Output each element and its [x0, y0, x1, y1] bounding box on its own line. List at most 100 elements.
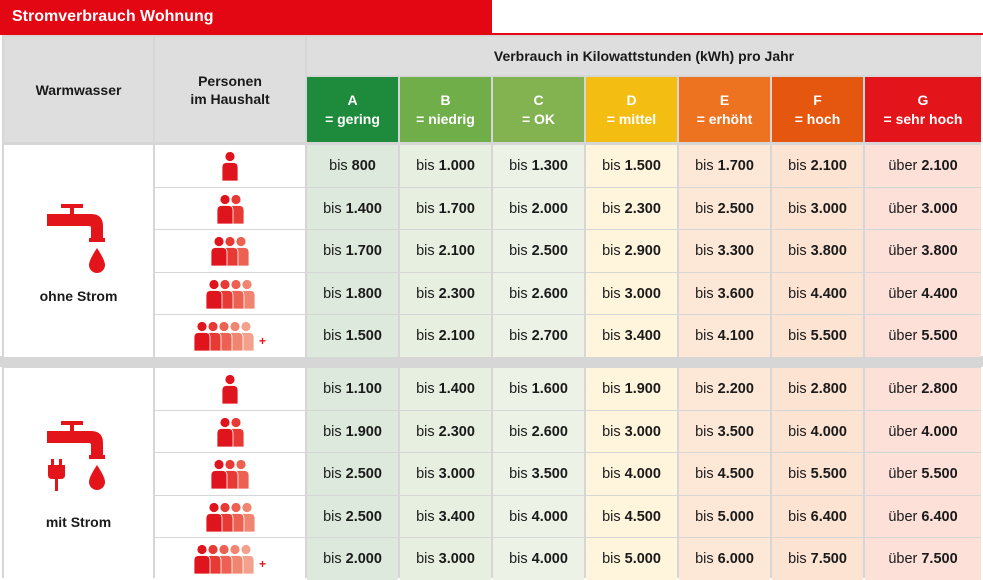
person-body: [205, 512, 222, 532]
person-head: [241, 544, 251, 555]
category-letter: F: [813, 91, 822, 108]
value-cell: über 2.800: [865, 368, 981, 410]
person-head: [230, 502, 241, 512]
value-cell: bis 3.500: [493, 453, 584, 495]
value-prefix: bis: [509, 508, 528, 525]
value-prefix: bis: [602, 466, 621, 482]
person-head: [197, 321, 207, 332]
group-label: ohne Strom: [39, 288, 118, 304]
value-prefix: bis: [323, 200, 342, 217]
value-number: 3.000: [624, 423, 661, 440]
category-letter: B: [440, 91, 451, 108]
value-cell: über 3.800: [865, 230, 981, 272]
value-prefix: über: [888, 551, 918, 567]
value-prefix: bis: [323, 551, 342, 567]
value-cell: bis 4.500: [586, 496, 677, 537]
value-prefix: bis: [788, 243, 807, 259]
person-body: [205, 289, 222, 309]
value-prefix: bis: [788, 508, 807, 525]
category-g: G = sehr hoch: [865, 77, 981, 142]
value-prefix: bis: [509, 381, 528, 397]
value-cell: bis 2.000: [493, 188, 584, 229]
person-figure: [221, 374, 239, 404]
title-bar: Stromverbrauch Wohnung: [0, 0, 492, 35]
value-number: 3.000: [921, 200, 958, 217]
value-prefix: bis: [416, 200, 435, 217]
persons-icon: [221, 151, 239, 181]
value-prefix: bis: [695, 551, 714, 567]
value-prefix: bis: [323, 285, 342, 302]
person-head: [219, 502, 230, 512]
person-figure: [216, 194, 233, 224]
persons-icon: [193, 544, 255, 574]
value-cell: über 2.100: [865, 145, 981, 187]
value-prefix: bis: [323, 423, 342, 440]
value-number: 2.600: [531, 423, 568, 440]
value-cell: bis 6.000: [679, 538, 770, 580]
value-number: 6.000: [717, 551, 754, 567]
value-cell: bis 7.500: [772, 538, 863, 580]
value-cell: bis 1.800: [307, 273, 398, 314]
person-body: [210, 470, 228, 489]
value-cell: bis 3.000: [400, 538, 491, 580]
person-figure: [193, 321, 211, 351]
value-number: 1.000: [438, 158, 475, 174]
category-letter: G: [917, 91, 929, 108]
person-head: [230, 417, 241, 427]
value-prefix: über: [888, 285, 918, 302]
value-prefix: bis: [695, 158, 714, 174]
value-number: 2.300: [438, 285, 475, 302]
value-cell: über 4.000: [865, 411, 981, 452]
value-cell: bis 4.000: [772, 411, 863, 452]
value-cell: bis 2.900: [586, 230, 677, 272]
value-number: 1.100: [345, 381, 382, 397]
value-prefix: bis: [509, 423, 528, 440]
value-cell: bis 1.000: [400, 145, 491, 187]
persons-icon: [221, 374, 239, 404]
person-head: [230, 194, 241, 204]
value-cell: bis 2.500: [493, 230, 584, 272]
personen-label-line2: im Haushalt: [190, 91, 270, 107]
value-number: 3.800: [921, 243, 958, 259]
value-number: 4.400: [810, 285, 847, 302]
value-cell: bis 2.500: [307, 496, 398, 537]
value-cell: bis 5.500: [772, 315, 863, 357]
value-prefix: bis: [416, 423, 435, 440]
value-number: 5.500: [810, 466, 847, 482]
value-prefix: bis: [509, 466, 528, 482]
category-f: F = hoch: [772, 77, 863, 142]
value-number: 4.500: [717, 466, 754, 482]
value-number: 6.400: [921, 508, 958, 525]
value-prefix: bis: [695, 423, 714, 440]
value-prefix: bis: [695, 200, 714, 217]
person-figure: [210, 236, 228, 266]
value-number: 3.300: [717, 243, 754, 259]
verbrauch-label: Verbrauch in Kilowattstunden (kWh) pro J…: [493, 48, 795, 64]
value-number: 2.000: [531, 200, 568, 217]
value-prefix: bis: [788, 466, 807, 482]
value-number: 1.400: [438, 381, 475, 397]
value-number: 2.300: [438, 423, 475, 440]
value-cell: bis 4.000: [493, 538, 584, 580]
person-head: [219, 279, 230, 289]
value-cell: bis 1.900: [586, 368, 677, 410]
persons-cell: +: [155, 538, 305, 580]
value-cell: bis 1.100: [307, 368, 398, 410]
value-number: 4.100: [717, 328, 754, 344]
value-number: 4.000: [531, 551, 568, 567]
value-cell: bis 2.100: [400, 230, 491, 272]
person-head: [241, 502, 252, 512]
category-c: C = OK: [493, 77, 584, 142]
category-letter: C: [533, 91, 544, 108]
persons-cell: [155, 230, 305, 272]
value-number: 3.800: [810, 243, 847, 259]
value-prefix: bis: [416, 508, 435, 525]
value-cell: bis 1.500: [307, 315, 398, 357]
category-a: A = gering: [307, 77, 398, 142]
person-body: [216, 427, 233, 447]
value-number: 1.700: [438, 200, 475, 217]
value-prefix: bis: [695, 243, 714, 259]
value-cell: bis 1.900: [307, 411, 398, 452]
persons-cell: [155, 411, 305, 452]
verbrauch-header: Verbrauch in Kilowattstunden (kWh) pro J…: [307, 37, 981, 75]
